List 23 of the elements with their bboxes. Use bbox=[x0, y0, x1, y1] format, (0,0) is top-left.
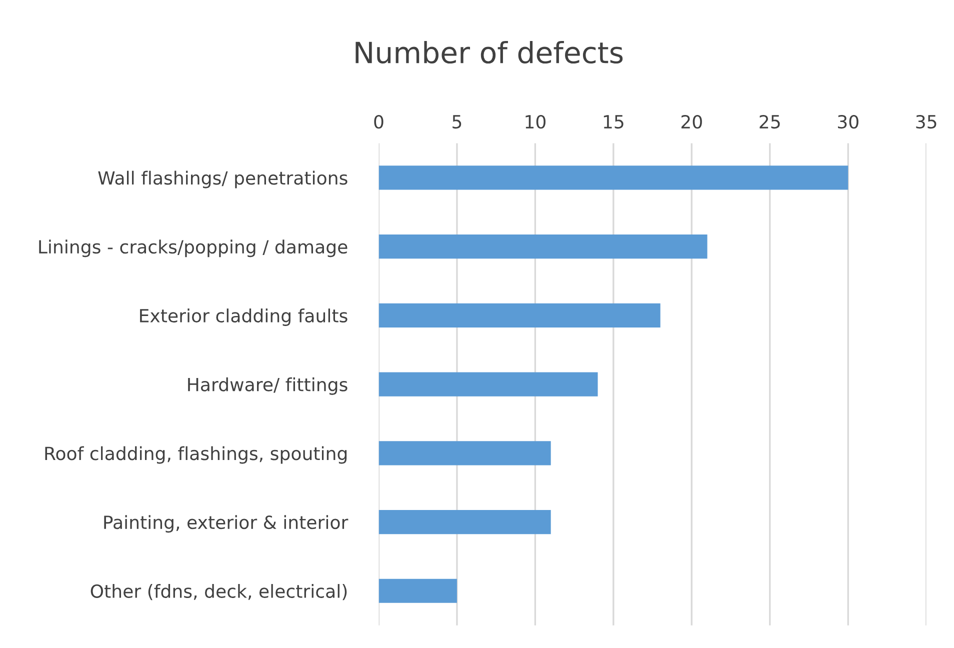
x-tick-label: 0 bbox=[374, 114, 384, 129]
x-tick-label: 10 bbox=[526, 114, 546, 129]
y-tick-label: Painting, exterior & interior bbox=[104, 515, 348, 533]
x-tick-label: 20 bbox=[681, 114, 702, 129]
bar bbox=[378, 303, 660, 328]
bar bbox=[378, 510, 551, 534]
bar bbox=[378, 441, 551, 466]
chart-title: Number of defects bbox=[356, 40, 623, 64]
bar bbox=[378, 372, 598, 396]
y-tick-label: Wall flashings/ penetrations bbox=[98, 170, 348, 188]
y-tick-label: Exterior cladding faults bbox=[140, 308, 348, 326]
bar bbox=[378, 578, 457, 603]
y-tick-label: Linings - cracks/popping / damage bbox=[39, 240, 348, 258]
x-tick-label: 35 bbox=[916, 114, 936, 129]
x-tick-label: 30 bbox=[838, 114, 858, 129]
bar bbox=[378, 234, 708, 259]
y-tick-label: Hardware/ fittings bbox=[188, 377, 348, 395]
x-tick-label: 15 bbox=[604, 115, 624, 129]
x-tick-label: 25 bbox=[760, 114, 780, 129]
y-tick-label: Other (fdns, deck, electrical) bbox=[90, 584, 347, 600]
bar bbox=[378, 166, 848, 190]
y-tick-label: Roof cladding, flashings, spouting bbox=[45, 446, 347, 464]
x-tick-label: 5 bbox=[452, 115, 462, 129]
